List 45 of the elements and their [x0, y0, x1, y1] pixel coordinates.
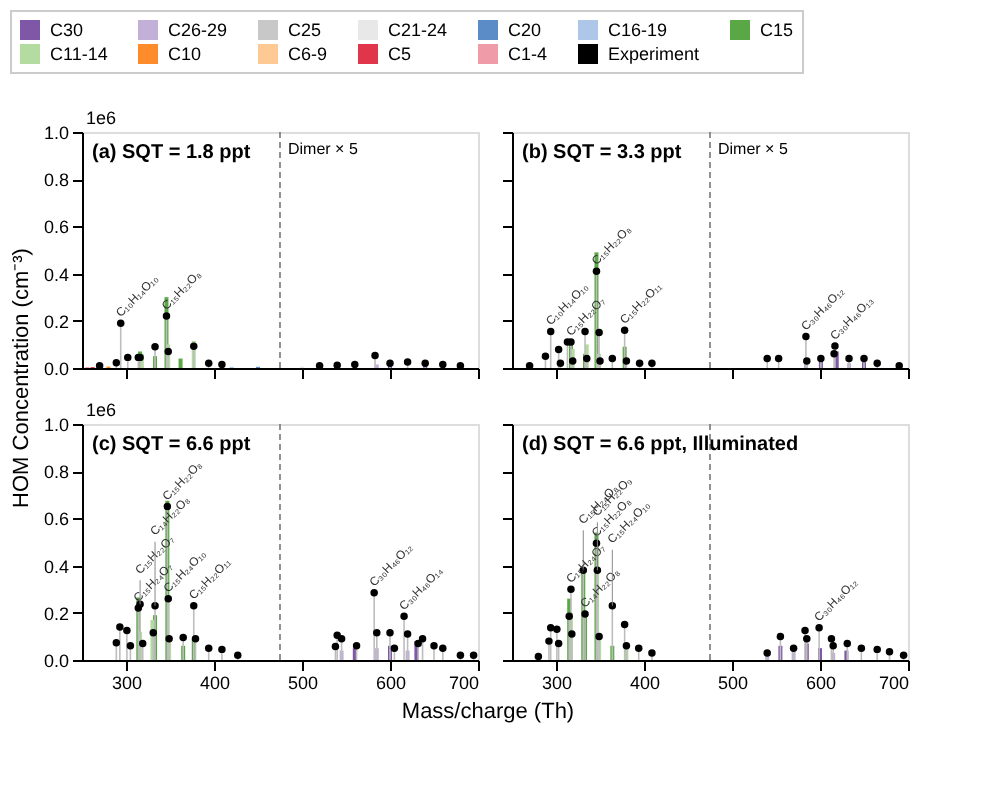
x-tick-label: 600	[805, 673, 837, 693]
y-tick-label: 0.4	[43, 264, 69, 285]
chart-title: (c) SQT = 6.6 ppt	[92, 434, 252, 456]
legend-label: C11-14	[50, 44, 108, 64]
y-tick-label: 0.2	[43, 311, 69, 332]
text: 1e6	[86, 400, 117, 420]
x-axis-title: Mass/charge (Th)	[401, 700, 575, 724]
legend-label: C1-4	[508, 44, 548, 64]
legend-label: C10	[168, 44, 202, 64]
text: 1e6	[86, 108, 117, 128]
chart-title: (d) SQT = 6.6 ppt, Illuminated	[522, 434, 799, 456]
x-tick-label: 600	[375, 673, 407, 693]
y-tick-label: 0.0	[43, 651, 69, 671]
x-tick-label: 500	[717, 673, 749, 693]
legend-label: C30	[50, 20, 84, 40]
x-tick-label: 700	[878, 673, 909, 693]
y-tick-label: 0.8	[43, 170, 69, 191]
y-tick-label: 0.2	[43, 603, 69, 624]
x-tick-label: 500	[287, 673, 319, 693]
y-axis-title: HOM Concentration (cm⁻³)	[10, 248, 34, 508]
legend-label: C21-24	[388, 20, 448, 40]
x-tick-label: 300	[111, 673, 143, 693]
x-tick-label: 400	[629, 673, 661, 693]
x-tick-label: 700	[448, 673, 479, 693]
legend-label: C6-9	[288, 44, 328, 64]
x-tick-label: 300	[541, 673, 573, 693]
y-tick-label: 0.0	[43, 359, 69, 379]
ref-line-label: Dimer × 5	[288, 140, 359, 158]
legend-label: C5	[388, 44, 412, 64]
y-tick-label: 0.8	[43, 462, 69, 483]
y-tick-label: 0.4	[43, 556, 69, 577]
x-tick-label: 400	[199, 673, 231, 693]
legend-label: C15	[760, 20, 794, 40]
legend-label: Experiment	[608, 44, 701, 64]
legend-label: C26-29	[168, 20, 228, 40]
y-tick-label: 0.6	[43, 509, 69, 530]
y-tick-label: 0.6	[43, 217, 69, 238]
ref-line-label: Dimer × 5	[718, 140, 789, 158]
y-tick-label: 1.0	[43, 415, 69, 435]
legend-label: C16-19	[608, 20, 668, 40]
legend-label: C25	[288, 20, 322, 40]
legend-label: C20	[508, 20, 542, 40]
y-tick-label: 1.0	[43, 123, 69, 143]
chart-title: (a) SQT = 1.8 ppt	[92, 142, 252, 164]
chart-title: (b) SQT = 3.3 ppt	[522, 142, 683, 164]
